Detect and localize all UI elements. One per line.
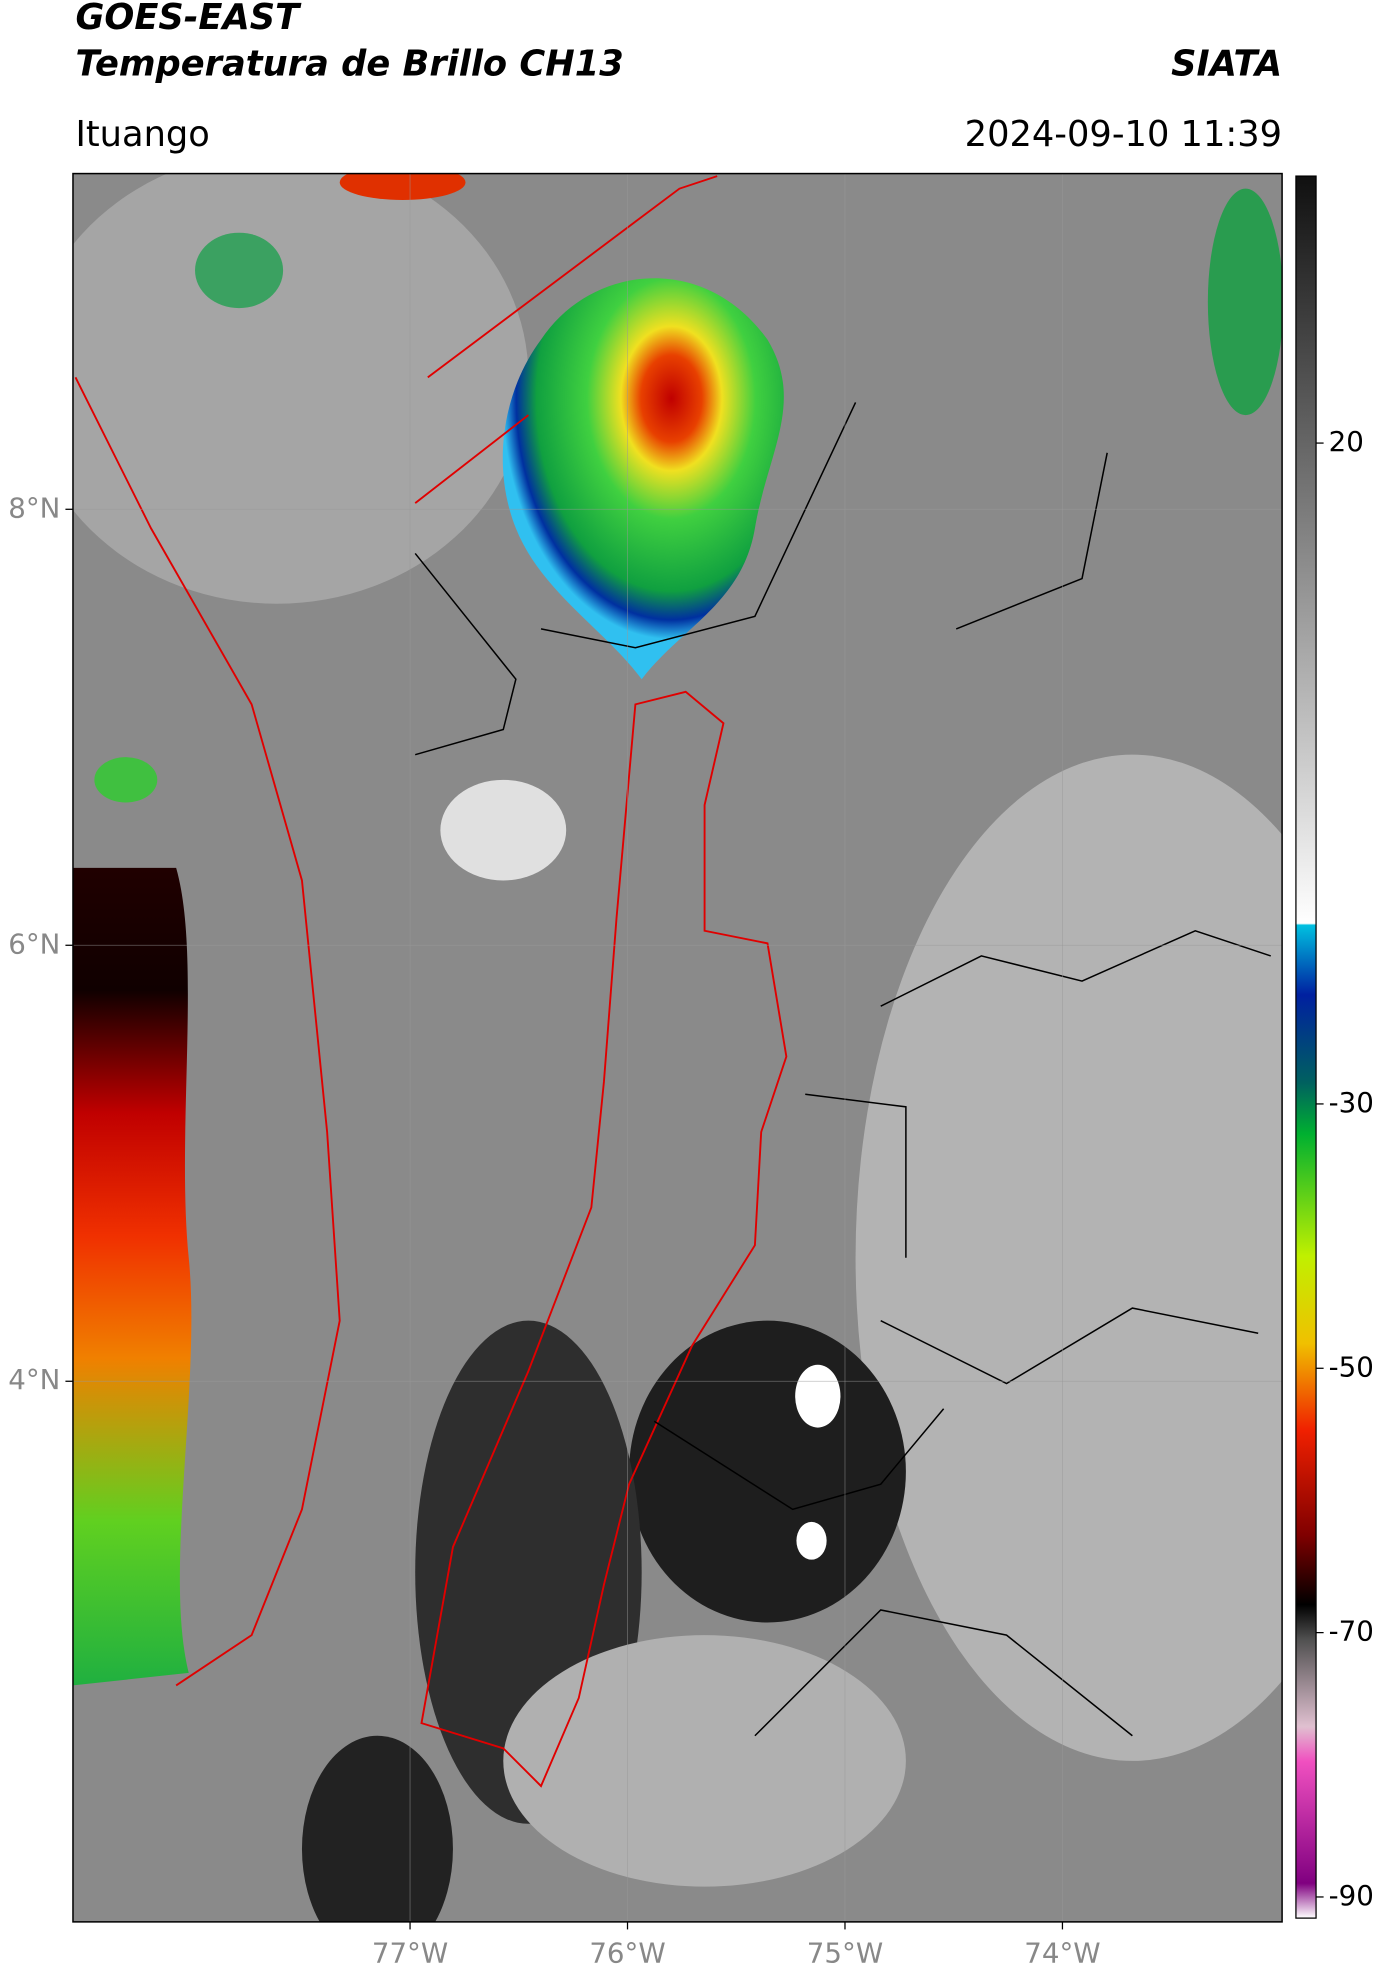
colorbar-tick-label: -30 <box>1329 1086 1374 1119</box>
lon-tick-label: 76°W <box>589 1937 665 1970</box>
source: SIATA <box>1171 43 1282 84</box>
colorbar-tick-label: -70 <box>1329 1615 1374 1648</box>
colorbar-tick-label: -50 <box>1329 1350 1374 1383</box>
colorbar-tick-label: 20 <box>1329 425 1364 458</box>
lat-tick-label: 4°N <box>8 1363 60 1396</box>
colorbar <box>1295 175 1317 1919</box>
location: Ituango <box>75 114 209 155</box>
lon-tick-label: 77°W <box>372 1937 448 1970</box>
lon-tick-label: 75°W <box>807 1937 883 1970</box>
datetime: 2024-09-10 11:39 <box>965 114 1282 155</box>
title: GOES-EAST <box>75 0 302 38</box>
map-frame <box>72 172 1283 1923</box>
subtitle: Temperatura de Brillo CH13 <box>75 43 623 84</box>
colorbar-tick-label: -90 <box>1329 1879 1374 1912</box>
lat-tick-label: 6°N <box>8 927 60 960</box>
lon-tick-label: 74°W <box>1024 1937 1100 1970</box>
lat-tick-label: 8°N <box>8 491 60 524</box>
map-grid <box>72 173 1283 1922</box>
satellite-image <box>72 173 1283 1922</box>
